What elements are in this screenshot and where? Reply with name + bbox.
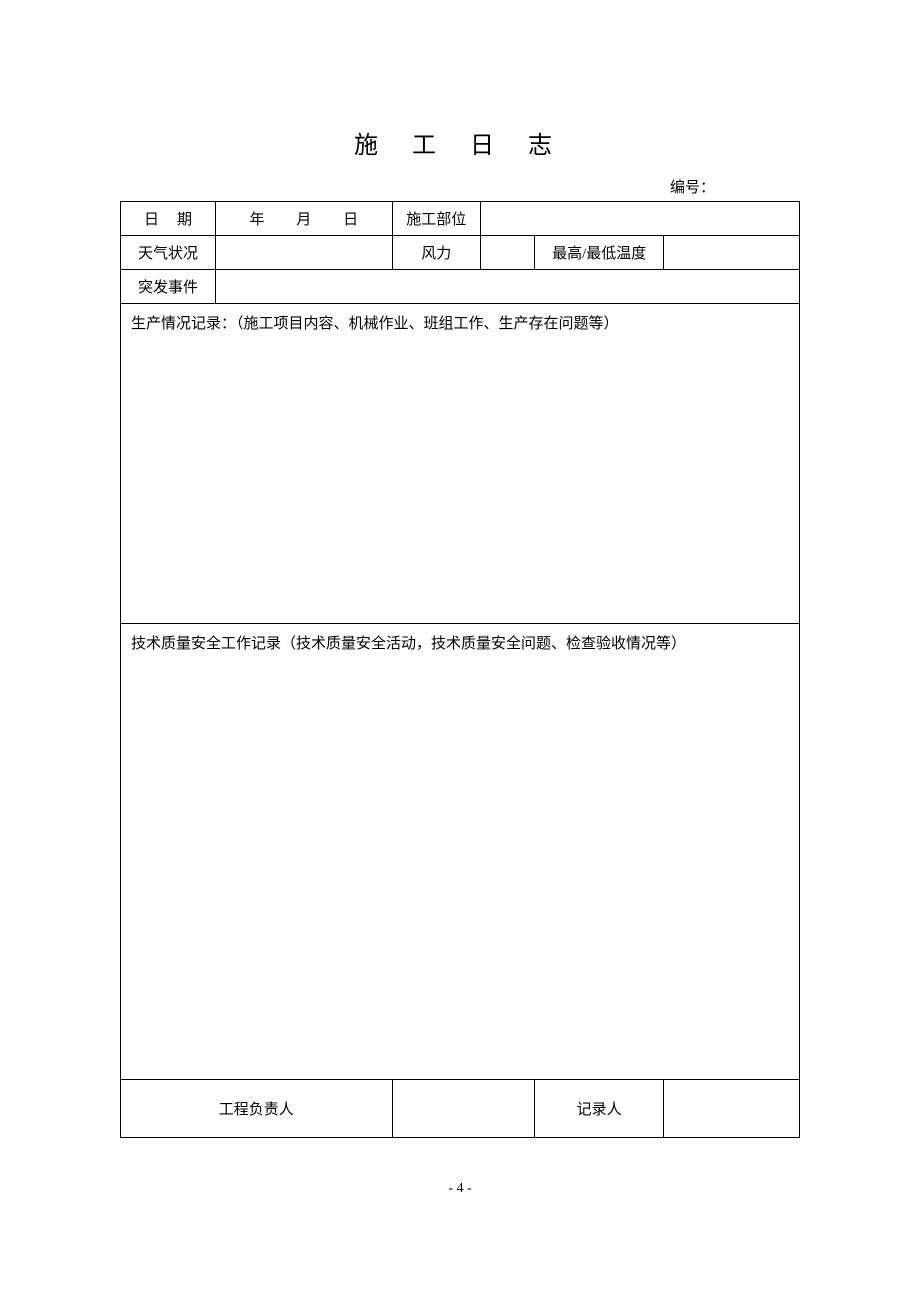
recorder-value (664, 1080, 800, 1138)
date-value: 年 月 日 (216, 202, 393, 236)
year-label: 年 (250, 212, 265, 228)
table-row-date: 日期 年 月 日 施工部位 (121, 202, 800, 236)
table-row-weather: 天气状况 风力 最高/最低温度 (121, 236, 800, 270)
temp-label: 最高/最低温度 (535, 236, 664, 270)
table-row-emergency: 突发事件 (121, 270, 800, 304)
emergency-label: 突发事件 (121, 270, 216, 304)
table-row-footer: 工程负责人 记录人 (121, 1080, 800, 1138)
day-label: 日 (343, 212, 358, 228)
manager-value (392, 1080, 535, 1138)
serial-number-label: 编号： (120, 176, 800, 197)
manager-label: 工程负责人 (121, 1080, 393, 1138)
temp-value (664, 236, 800, 270)
wind-label: 风力 (392, 236, 480, 270)
location-label: 施工部位 (392, 202, 480, 236)
recorder-label: 记录人 (535, 1080, 664, 1138)
emergency-value (216, 270, 800, 304)
document-title: 施 工 日 志 (120, 125, 800, 160)
production-record: 生产情况记录：（施工项目内容、机械作业、班组工作、生产存在问题等） (121, 304, 800, 624)
table-row-tech: 技术质量安全工作记录（技术质量安全活动，技术质量安全问题、检查验收情况等） (121, 624, 800, 1080)
table-row-production: 生产情况记录：（施工项目内容、机械作业、班组工作、生产存在问题等） (121, 304, 800, 624)
wind-value (480, 236, 534, 270)
date-label: 日期 (121, 202, 216, 236)
page-number: - 4 - (0, 1181, 920, 1197)
construction-log-table: 日期 年 月 日 施工部位 天气状况 风力 最高/最低温度 突发事件 生产情况记… (120, 201, 800, 1138)
month-label: 月 (296, 212, 311, 228)
weather-value (216, 236, 393, 270)
location-value (480, 202, 799, 236)
tech-record: 技术质量安全工作记录（技术质量安全活动，技术质量安全问题、检查验收情况等） (121, 624, 800, 1080)
weather-label: 天气状况 (121, 236, 216, 270)
